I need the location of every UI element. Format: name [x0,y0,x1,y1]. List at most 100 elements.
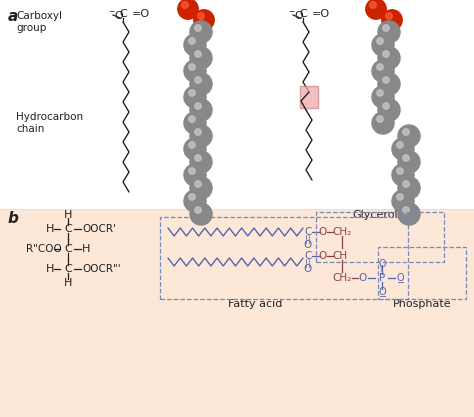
Bar [316,212,444,262]
Circle shape [190,47,212,69]
Text: $^{-}$O: $^{-}$O [108,9,125,21]
Circle shape [184,60,206,82]
Circle shape [194,10,214,30]
Circle shape [377,90,383,96]
Circle shape [383,77,389,83]
FancyBboxPatch shape [300,86,318,108]
Circle shape [195,103,201,109]
Circle shape [382,10,402,30]
Circle shape [397,194,403,200]
Text: Carboxyl
group: Carboxyl group [16,11,62,33]
Text: H: H [46,264,54,274]
Text: C: C [304,227,312,237]
Circle shape [377,64,383,70]
Text: −: − [397,278,405,288]
Circle shape [190,73,212,95]
Circle shape [372,34,394,56]
Circle shape [184,34,206,56]
Circle shape [184,190,206,212]
Circle shape [392,190,414,212]
Circle shape [190,151,212,173]
Circle shape [383,103,389,109]
Circle shape [372,112,394,134]
Circle shape [189,38,195,44]
Text: C: C [299,9,307,19]
Text: O: O [396,273,404,283]
Circle shape [182,2,188,8]
Circle shape [184,112,206,134]
Text: O: O [378,287,386,297]
Text: −: − [379,292,387,302]
Circle shape [184,164,206,186]
Text: ||: || [380,266,384,272]
Circle shape [398,203,420,225]
Circle shape [366,0,386,19]
Circle shape [397,168,403,174]
Text: O: O [304,264,312,274]
Circle shape [372,86,394,108]
Circle shape [195,181,201,187]
Text: H: H [64,278,72,288]
Text: O: O [319,251,327,261]
Circle shape [189,116,195,122]
Text: CH₂: CH₂ [332,227,352,237]
Text: ||: || [305,259,311,267]
Text: OOCR"': OOCR"' [82,264,120,274]
Text: C: C [64,264,72,274]
Circle shape [378,99,400,121]
Text: =O: =O [132,9,150,19]
Text: O: O [378,259,386,269]
Circle shape [403,155,409,161]
Text: $^{-}$O: $^{-}$O [288,9,305,21]
Circle shape [190,125,212,147]
Circle shape [377,116,383,122]
Text: Fatty acid: Fatty acid [228,299,282,309]
Text: ||: || [305,234,311,244]
Text: O: O [359,273,367,283]
Circle shape [195,129,201,135]
Circle shape [195,51,201,57]
Circle shape [190,203,212,225]
Text: CH₂: CH₂ [332,273,352,283]
Circle shape [189,194,195,200]
Circle shape [190,21,212,43]
Circle shape [397,142,403,148]
Circle shape [189,142,195,148]
Circle shape [195,207,201,213]
Text: R"COO: R"COO [26,244,62,254]
Circle shape [386,13,392,19]
Bar [160,217,408,299]
Circle shape [377,38,383,44]
Circle shape [383,25,389,31]
Circle shape [398,177,420,199]
Text: P: P [379,273,385,283]
Bar [378,247,466,299]
Circle shape [189,168,195,174]
Text: b: b [8,211,19,226]
Text: C: C [304,251,312,261]
Circle shape [195,25,201,31]
Bar [0,209,474,417]
Text: C: C [64,224,72,234]
Text: H: H [82,244,91,254]
Text: O: O [319,227,327,237]
Text: Glycerol: Glycerol [352,210,398,220]
Text: Hydrocarbon
chain: Hydrocarbon chain [16,112,83,133]
Text: H: H [64,210,72,220]
Circle shape [370,2,376,8]
Circle shape [190,99,212,121]
Text: C: C [64,244,72,254]
Circle shape [189,90,195,96]
Circle shape [392,164,414,186]
Circle shape [378,47,400,69]
Text: =O: =O [312,9,330,19]
Text: CH: CH [332,251,347,261]
Text: Phosphate: Phosphate [392,299,451,309]
Circle shape [392,138,414,160]
Circle shape [184,138,206,160]
Circle shape [190,177,212,199]
Circle shape [195,77,201,83]
Circle shape [383,51,389,57]
Text: C: C [119,9,127,19]
Text: OOCR': OOCR' [82,224,116,234]
